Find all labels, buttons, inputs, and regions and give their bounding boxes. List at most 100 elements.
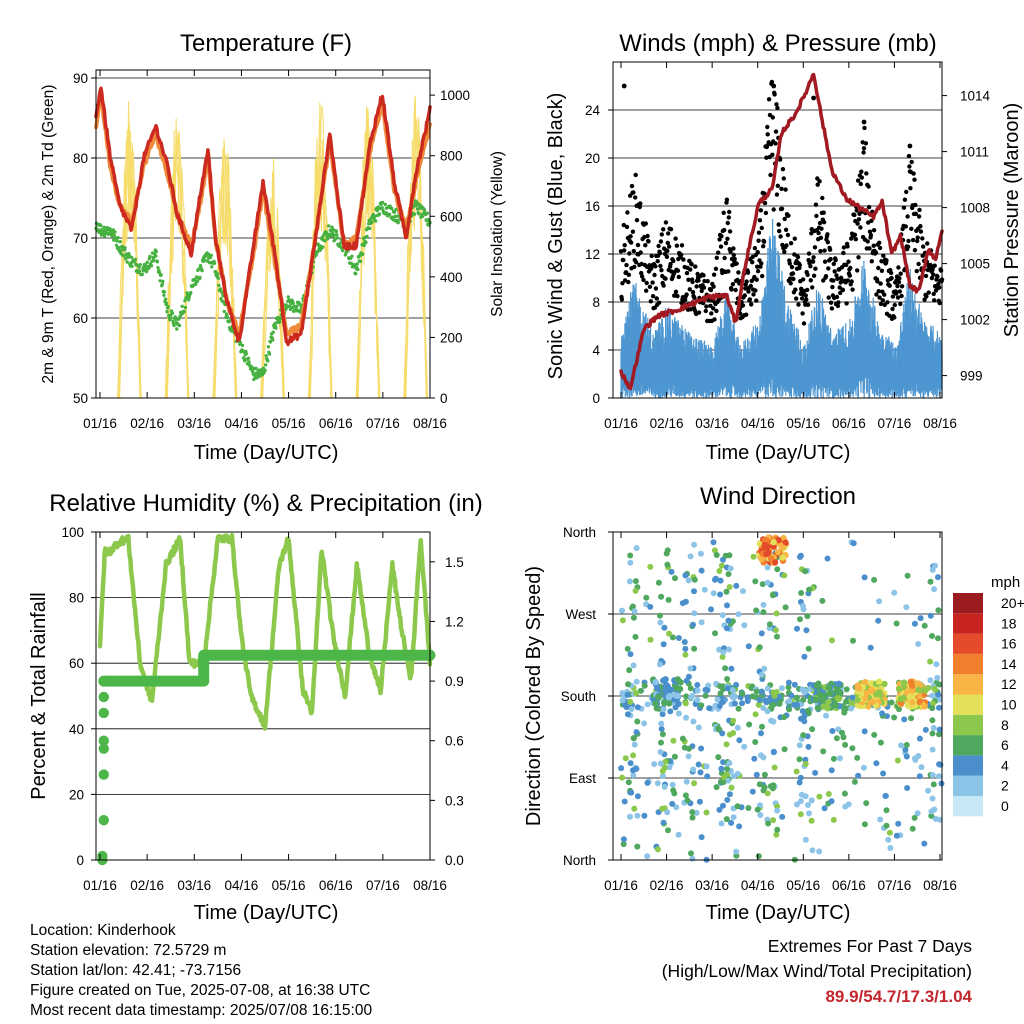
direction-point (631, 608, 638, 615)
wind-gust-point (752, 246, 758, 251)
direction-point (936, 681, 943, 688)
wind-gust-point (674, 243, 680, 248)
direction-point (911, 814, 918, 821)
direction-point (797, 616, 803, 623)
direction-point (698, 702, 705, 709)
direction-point (749, 693, 756, 700)
direction-point (626, 578, 633, 585)
direction-point (785, 684, 792, 691)
direction-point (861, 821, 868, 828)
direction-point (647, 603, 654, 610)
wind-gust-point (818, 235, 824, 240)
direction-cluster-point (876, 678, 883, 685)
dewpoint-point (375, 208, 379, 213)
direction-point (731, 700, 738, 707)
temp-2m-line (94, 86, 432, 347)
wind-gust-point (694, 284, 699, 289)
wind-gust-point (876, 265, 881, 271)
speed-legend-swatch (953, 714, 983, 736)
direction-cluster-point (915, 686, 922, 693)
wind-gust-point (778, 234, 783, 239)
direction-point (764, 708, 771, 715)
direction-point (647, 636, 654, 643)
direction-point (734, 724, 741, 731)
temperature-ticks: 50 60 70 80 90 0 200 400 600 800 1000 01/16 02/16 03/… (73, 70, 470, 431)
direction-cluster-point (909, 699, 916, 706)
wind-gust-point (866, 204, 872, 210)
winds-ytick-label: 8 (592, 295, 600, 310)
dewpoint-point (390, 206, 394, 211)
dewpoint-point (266, 359, 270, 363)
dewpoint-point (292, 304, 296, 309)
direction-cluster-point (907, 678, 914, 685)
wind-gust-point (875, 279, 880, 284)
dewpoint-point (209, 253, 213, 258)
wind-gust-point (775, 183, 780, 188)
wind-gust-point (631, 190, 636, 195)
wind-gust-point (827, 247, 833, 252)
direction-point (850, 637, 856, 644)
direction-point (660, 819, 667, 826)
direction-point (701, 586, 708, 593)
direction-point (689, 809, 696, 816)
direction-point (719, 612, 726, 619)
direction-point (634, 704, 641, 711)
wind-gust-point (858, 225, 863, 230)
direction-xtick-label: 08/16 (923, 878, 957, 893)
winds-panel: Winds (mph) & Pressure (mb) 0 4 8 12 16 20 24 9… (545, 30, 1023, 464)
direction-point (720, 759, 727, 766)
wind-gust-point (779, 206, 785, 211)
dewpoint-point (171, 319, 175, 324)
wind-gust-point (733, 287, 738, 293)
direction-cluster-point (869, 698, 876, 705)
wind-gust-point (750, 254, 755, 260)
direction-point (764, 579, 771, 586)
direction-point (799, 686, 806, 693)
direction-cluster-point (812, 696, 819, 704)
wind-gust-point (881, 253, 886, 258)
dewpoint-point (149, 264, 154, 268)
winds-frame (612, 61, 943, 399)
wind-gust-point (937, 300, 942, 306)
wind-gust-peak-point (907, 143, 913, 149)
direction-point (726, 791, 733, 798)
wind-gust-point (804, 297, 809, 302)
wind-gust-point (835, 276, 840, 281)
dewpoint-point (241, 356, 246, 360)
direction-point (820, 748, 827, 755)
dewpoint-point (129, 255, 134, 259)
direction-point (830, 816, 837, 823)
direction-point (728, 784, 735, 791)
direction-point (703, 809, 710, 816)
direction-point (661, 624, 668, 631)
wind-gust-point (863, 141, 869, 146)
direction-point (633, 765, 640, 772)
wind-gust-point (712, 317, 717, 322)
direction-point (669, 634, 676, 641)
direction-point (912, 755, 918, 762)
wind-gust-point (625, 210, 630, 215)
direction-point (785, 679, 792, 686)
dewpoint-point (123, 246, 127, 250)
speed-legend-label: 14 (1001, 656, 1017, 672)
direction-point (749, 788, 756, 795)
wind-gust-point (926, 290, 931, 295)
humidity-ytick-label: 60 (69, 656, 84, 671)
wind-gust-point (790, 271, 796, 276)
wind-gust-point (646, 239, 651, 244)
wind-gust-point (761, 244, 766, 249)
direction-cluster-point (825, 698, 832, 706)
dewpoint-series (94, 199, 432, 382)
wind-gust-point (831, 278, 836, 283)
wind-gust-point (699, 288, 704, 294)
dewpoint-point (114, 243, 119, 248)
direction-point (673, 804, 680, 811)
wind-gust-point (621, 257, 626, 263)
wind-gust-point (916, 214, 922, 219)
relative-humidity-series (97, 532, 433, 731)
direction-point (756, 697, 763, 703)
wind-gust-point (702, 278, 707, 284)
direction-point (863, 800, 870, 807)
dewpoint-point (286, 295, 290, 299)
speed-legend-swatch (953, 633, 983, 654)
